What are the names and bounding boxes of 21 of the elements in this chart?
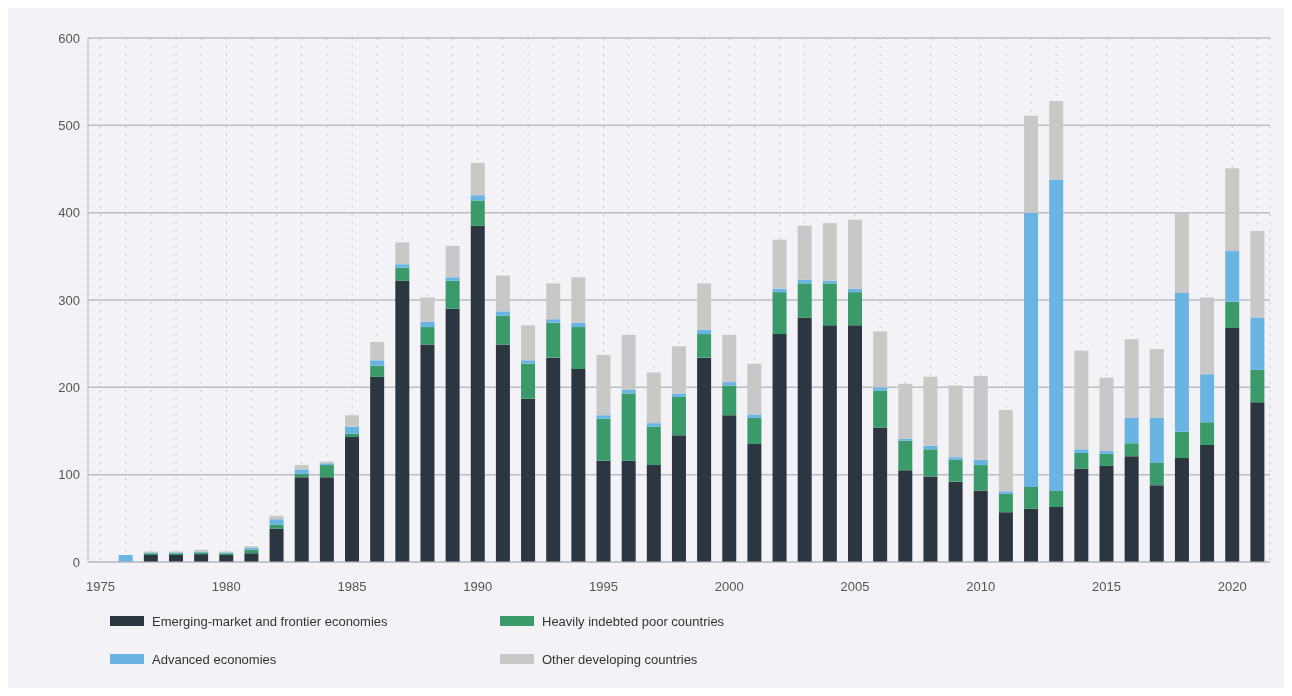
legend-label: Other developing countries bbox=[542, 651, 698, 667]
y-tick-label: 0 bbox=[72, 554, 80, 570]
x-tick-label: 2015 bbox=[1092, 579, 1121, 595]
legend-label: Advanced economies bbox=[152, 651, 277, 667]
x-tick-label: 1980 bbox=[211, 579, 241, 595]
x-tick-label: 1995 bbox=[589, 579, 619, 595]
x-tick-label: 1985 bbox=[337, 579, 367, 595]
x-tick-label: 2005 bbox=[840, 579, 870, 595]
x-tick-label: 2020 bbox=[1217, 579, 1247, 595]
x-tick-label: 2010 bbox=[966, 579, 996, 595]
x-tick-label: 1990 bbox=[463, 579, 493, 595]
y-tick-label: 300 bbox=[58, 292, 80, 308]
x-tick-label: 2000 bbox=[714, 579, 744, 595]
y-tick-label: 200 bbox=[58, 379, 80, 395]
x-tick-label: 1975 bbox=[86, 579, 116, 595]
y-tick-label: 400 bbox=[58, 205, 80, 221]
y-tick-label: 100 bbox=[58, 467, 80, 483]
y-tick-label: 600 bbox=[58, 30, 80, 46]
y-tick-label: 500 bbox=[58, 117, 80, 133]
legend-label: Heavily indebted poor countries bbox=[542, 613, 725, 629]
legend-label: Emerging-market and frontier economies bbox=[152, 613, 388, 629]
